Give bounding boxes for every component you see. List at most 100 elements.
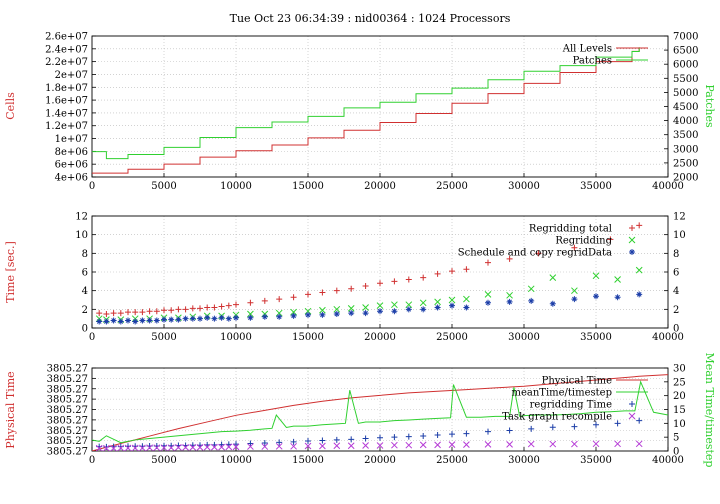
schedule-and-copy-regriddata-point <box>261 313 268 320</box>
regridding-total-point <box>391 278 398 285</box>
regridding-time-point <box>528 425 535 432</box>
schedule-and-copy-regriddata-point <box>305 311 311 318</box>
regridding-total-point <box>233 301 239 308</box>
y2-tick-label: 5000 <box>673 88 698 99</box>
y-tick-label: 2.6e+07 <box>45 32 88 43</box>
task-graph-recompile-point <box>527 440 535 448</box>
task-graph-recompile-point <box>434 441 441 449</box>
y-tick-label: 8 <box>82 249 88 260</box>
y2-tick-label: 3500 <box>673 130 698 141</box>
schedule-and-copy-regriddata-point <box>153 317 160 324</box>
regridding-total-point <box>276 296 283 303</box>
regridding-legend-marker <box>628 236 636 244</box>
schedule-and-copy-regriddata-point <box>405 306 412 313</box>
task-graph-recompile-point <box>484 441 492 448</box>
task-graph-recompile-point <box>448 441 456 448</box>
y2-tick-label: 2500 <box>673 158 698 169</box>
regridding-total-point <box>348 285 355 292</box>
task-graph-recompile-point <box>139 444 146 451</box>
regridding-total-point <box>362 283 369 289</box>
regridding-point <box>506 291 513 299</box>
regridding-total-point <box>225 302 232 309</box>
task-graph-recompile-point <box>160 444 168 451</box>
y2-tick-label: 15 <box>673 405 686 416</box>
schedule-and-copy-regriddata-point <box>528 297 535 304</box>
schedule-and-copy-regriddata-legend-marker <box>629 249 635 255</box>
regridding-total-point <box>485 259 491 266</box>
regridding-point <box>463 295 470 303</box>
x-tick-label: 20000 <box>364 455 396 466</box>
schedule-and-copy-regriddata-point <box>377 308 383 315</box>
regridding-point <box>484 291 492 298</box>
y-tick-label: 12 <box>75 212 88 223</box>
schedule-and-copy-regriddata-point <box>146 317 153 324</box>
regridding-point <box>448 296 456 304</box>
task-graph-recompile-point <box>571 440 578 448</box>
y-tick-label: 3805.27 <box>47 364 88 375</box>
y-tick-label: 2e+07 <box>55 70 88 81</box>
task-graph-recompile-point <box>95 444 103 451</box>
task-graph-recompile-point <box>211 443 218 451</box>
all-levels-legend-label: All Levels <box>562 44 612 55</box>
regridding-total-point <box>182 306 189 313</box>
regridding-total-point <box>146 308 153 315</box>
regridding-time-point <box>261 439 268 446</box>
x-tick-label: 25000 <box>436 181 468 192</box>
y2-tick-label: 10 <box>673 419 686 430</box>
y-tick-label: 6 <box>82 268 88 279</box>
schedule-and-copy-regriddata-point <box>168 316 175 323</box>
schedule-and-copy-regriddata-point <box>233 314 239 321</box>
regridding-total-point <box>290 294 297 301</box>
regridding-total-point <box>197 305 203 312</box>
series-layer <box>95 222 643 325</box>
x-tick-label: 10000 <box>220 455 252 466</box>
x-tick-label: 25000 <box>436 455 468 466</box>
x-tick-label: 35000 <box>580 455 612 466</box>
regridding-time-point <box>319 437 326 444</box>
regridding-total-point <box>420 274 427 281</box>
regridding-point <box>319 306 326 314</box>
schedule-and-copy-regriddata-point <box>211 315 218 322</box>
regridding-time-point <box>333 436 340 443</box>
regridding-total-point <box>571 244 578 251</box>
task-graph-recompile-point <box>218 443 225 451</box>
regridding-legend-label: Regridding <box>555 236 612 247</box>
y-tick-label: 3805.27 <box>47 374 88 385</box>
task-graph-recompile-point <box>275 442 283 450</box>
regridding-point <box>347 305 355 312</box>
schedule-and-copy-regriddata-point <box>132 318 139 325</box>
regridding-time-point <box>636 417 643 424</box>
y-tick-label: 1e+07 <box>55 134 88 145</box>
regridding-time-point <box>348 436 355 443</box>
y2-tick-label: 20 <box>673 391 686 402</box>
task-graph-recompile-point <box>261 443 269 450</box>
task-graph-recompile-point <box>225 443 233 451</box>
y2-tick-label: 3000 <box>673 144 698 155</box>
regridding-total-point <box>103 311 110 317</box>
schedule-and-copy-regriddata-point <box>391 308 398 315</box>
regridding-total-point <box>261 297 268 304</box>
task-graph-recompile-point <box>103 444 110 451</box>
regridding-total-point <box>161 307 167 314</box>
task-graph-recompile-point <box>189 444 197 451</box>
physical-time-legend-label: Physical Time <box>542 376 612 387</box>
y2-tick-label: 8 <box>673 249 679 260</box>
y2-tick-label: 2 <box>673 305 679 316</box>
regridding-total-legend-label: Regridding total <box>529 224 612 235</box>
time-axis-label: Time [sec.] <box>4 241 17 303</box>
x-tick-label: 30000 <box>508 455 540 466</box>
task-graph-recompile-point <box>635 440 643 448</box>
plot-frame <box>91 367 669 452</box>
regridding-total-point <box>434 270 441 277</box>
task-graph-recompile-point <box>333 442 341 450</box>
schedule-and-copy-regriddata-point <box>571 296 578 303</box>
regridding-time-point <box>362 435 369 442</box>
regridding-total-point <box>449 268 455 275</box>
regridding-total-point <box>319 289 326 296</box>
regridding-time-point <box>506 427 513 434</box>
schedule-and-copy-regriddata-point <box>161 316 167 323</box>
regridding-total-legend-marker <box>629 225 635 231</box>
regridding-time-point <box>463 430 470 437</box>
regridding-time-point <box>405 433 412 440</box>
